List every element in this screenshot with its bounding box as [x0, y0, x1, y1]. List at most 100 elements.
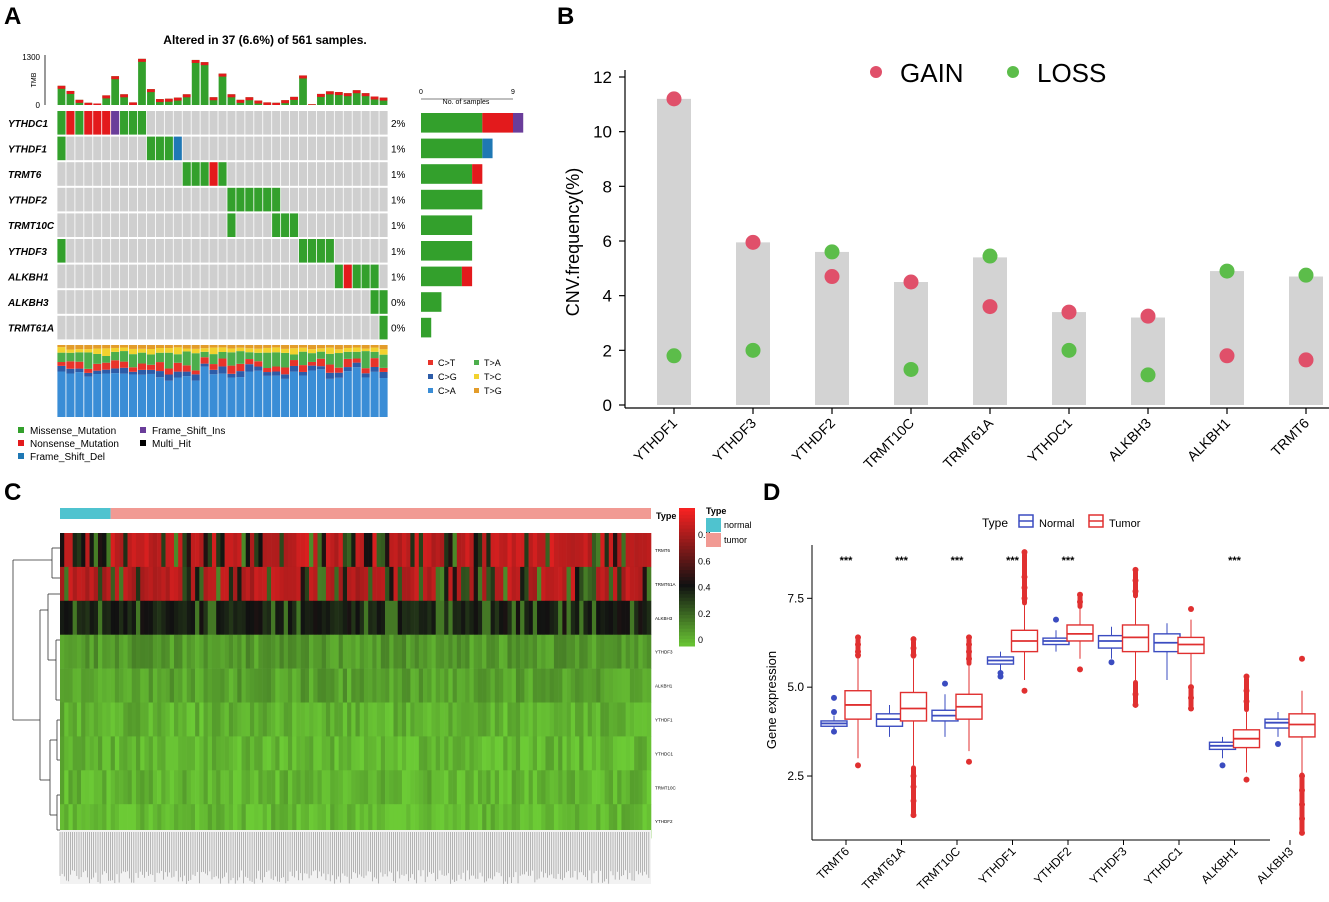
heatmap-cell	[608, 668, 614, 703]
heatmap-cell	[106, 600, 111, 635]
heatmap-cell	[638, 668, 643, 703]
oncoplot-cell	[155, 239, 164, 263]
heatmap-cell	[195, 702, 200, 737]
heatmap-cell	[148, 736, 154, 771]
heatmap-cell	[397, 566, 403, 602]
heatmap-cell	[625, 736, 631, 771]
oncoplot-cell	[325, 239, 334, 263]
oncoplot-cell	[111, 213, 120, 237]
heatmap-cell	[418, 702, 424, 737]
titv-legend-swatch	[428, 360, 433, 365]
side-bar-segment	[421, 215, 473, 235]
heatmap-cell	[389, 533, 394, 568]
heatmap-cell	[321, 804, 327, 839]
heatmap-cell	[380, 736, 386, 771]
heatmap-cell	[410, 702, 415, 737]
heatmap-cell	[330, 634, 335, 669]
heatmap-cell	[144, 533, 149, 568]
oncoplot-cell	[316, 187, 325, 212]
heatmap-cell	[178, 804, 183, 839]
heatmap-cell	[511, 533, 517, 568]
heatmap-cell	[216, 736, 221, 771]
heatmap-cell	[127, 566, 133, 602]
heatmap-cell	[583, 634, 588, 669]
oncoplot-cell	[84, 187, 93, 212]
heatmap-cell	[570, 736, 576, 771]
heatmap-cell	[355, 770, 361, 805]
heatmap-cell	[591, 668, 597, 703]
heatmap-cell	[262, 566, 268, 602]
heatmap-cell	[144, 736, 149, 771]
heatmap-cell	[528, 668, 534, 703]
heatmap-cell	[520, 634, 525, 669]
heatmap-cell	[89, 804, 95, 839]
titv-segment	[343, 345, 352, 348]
heatmap-cell	[102, 668, 107, 703]
titv-segment	[191, 345, 200, 349]
heatmap-cell	[482, 634, 487, 669]
gain-point	[1140, 308, 1156, 324]
heatmap-cell	[587, 736, 593, 771]
tmb-bar-cap	[102, 95, 111, 99]
oncoplot-cell	[343, 315, 352, 340]
heatmap-cell	[380, 668, 386, 703]
colorbar-tick-label: 0.8	[698, 530, 711, 540]
heatmap-cell	[81, 566, 86, 602]
titv-segment	[307, 365, 317, 371]
heatmap-cell	[152, 770, 158, 805]
oncoplot-cell	[173, 111, 182, 135]
heatmap-cell	[575, 600, 580, 635]
heatmap-cell	[292, 566, 297, 602]
heatmap-cell	[249, 566, 255, 602]
oncoplot-cell	[361, 111, 370, 135]
oncoplot-cell	[325, 136, 334, 161]
oncoplot-cell	[57, 264, 66, 289]
heatmap-cell	[131, 533, 137, 568]
heatmap-cell	[363, 566, 369, 602]
oncoplot-cell	[128, 136, 138, 161]
oncoplot-cell	[173, 187, 182, 212]
titv-segment	[146, 345, 156, 350]
heatmap-cell	[351, 600, 356, 635]
box-outlier-streak	[911, 639, 916, 659]
heatmap-cell	[173, 736, 179, 771]
heatmap-cell	[482, 600, 487, 635]
heatmap-cell	[646, 702, 652, 737]
heatmap-cell	[579, 533, 584, 568]
oncoplot-title: Altered in 37 (6.6%) of 561 samples.	[163, 33, 366, 47]
heatmap-cell	[583, 533, 588, 568]
oncoplot-cell	[263, 111, 272, 135]
oncoplot-cell	[379, 136, 388, 161]
titv-segment	[236, 371, 245, 378]
heatmap-cell	[448, 804, 453, 839]
heatmap-cell	[190, 736, 196, 771]
heatmap-cell	[140, 804, 145, 839]
colorbar-step	[679, 601, 695, 606]
heatmap-cell	[613, 770, 618, 805]
heatmap-cell	[507, 804, 512, 839]
heatmap-cell	[338, 566, 344, 602]
oncoplot-cell	[361, 162, 370, 186]
heatmap-cell	[165, 600, 171, 635]
heatmap-cell	[473, 770, 479, 805]
heatmap-cell	[363, 533, 369, 568]
heatmap-cell	[266, 533, 272, 568]
box-y-ticks: 2.55.07.5	[787, 591, 812, 783]
heatmap-cell	[549, 804, 555, 839]
titv-segment	[57, 345, 66, 348]
gain-legend-dot	[870, 66, 882, 78]
titv-segment	[57, 362, 66, 366]
oncoplot-cell	[379, 290, 388, 314]
oncoplot-cell	[182, 290, 191, 314]
titv-legend-label: T>A	[484, 358, 501, 368]
heatmap-cell	[254, 736, 259, 771]
oncoplot-cell	[281, 239, 290, 263]
heatmap-cell	[325, 804, 331, 839]
heatmap-cell	[186, 736, 192, 771]
tmb-bar	[227, 94, 236, 105]
heatmap-cell	[587, 702, 593, 737]
heatmap-cell	[520, 736, 525, 771]
heatmap-cell	[414, 634, 420, 669]
heatmap-cell	[482, 804, 487, 839]
oncoplot-cell	[281, 213, 290, 237]
